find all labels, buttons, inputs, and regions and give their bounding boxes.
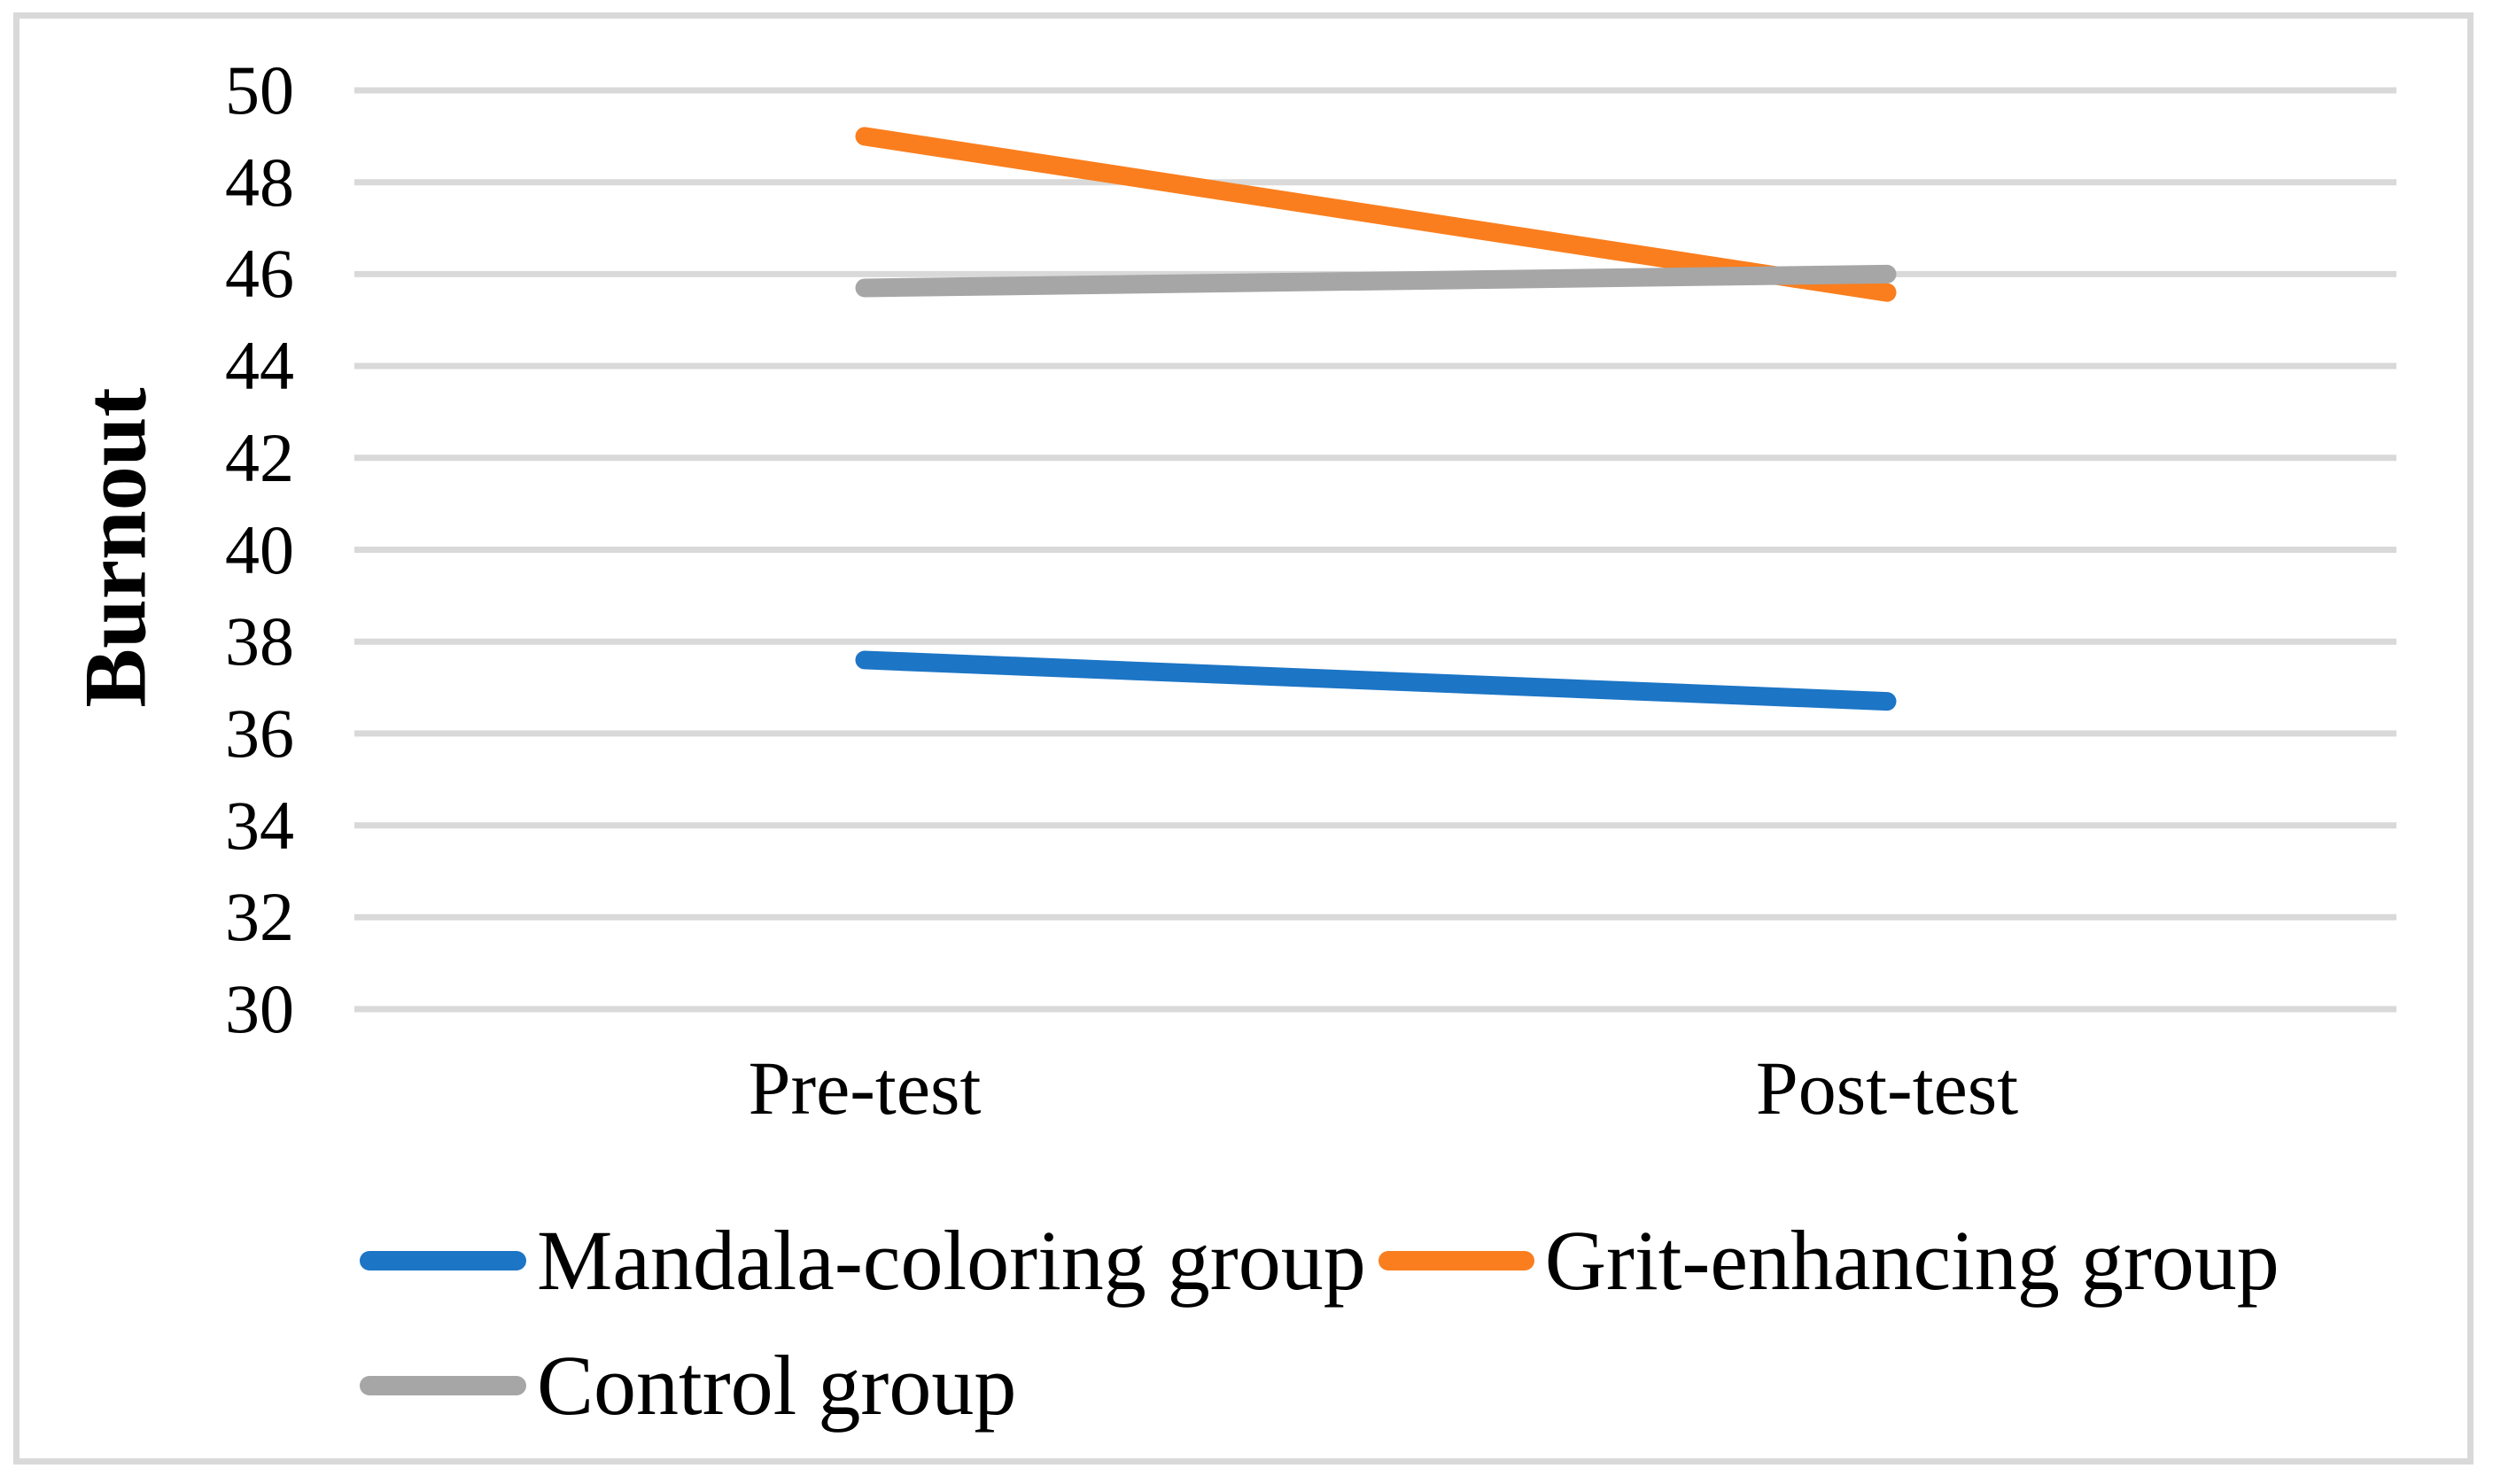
chart-border xyxy=(13,12,2474,1465)
legend-label-control: Control group xyxy=(537,1337,1017,1433)
y-tick-label-46: 46 xyxy=(225,235,294,313)
series-line-0 xyxy=(855,650,1897,711)
y-tick-label-30: 30 xyxy=(225,970,294,1047)
y-tick-label-34: 34 xyxy=(225,786,294,864)
y-tick-label-50: 50 xyxy=(225,51,294,128)
legend: Mandala-coloring group Grit-enhancing gr… xyxy=(360,1198,2279,1448)
y-tick-label-40: 40 xyxy=(225,510,294,588)
legend-swatch-mandala xyxy=(360,1250,526,1270)
legend-label-grit: Grit-enhancing group xyxy=(1544,1212,2279,1308)
series-line-1 xyxy=(855,127,1897,302)
y-tick-label-44: 44 xyxy=(225,327,294,405)
x-axis-label-posttest: Post-test xyxy=(1755,1045,2019,1130)
y-tick-label-42: 42 xyxy=(225,418,294,496)
legend-swatch-control xyxy=(360,1375,526,1395)
x-axis-label-pretest: Pre-test xyxy=(748,1045,982,1130)
legend-row-2: Control group xyxy=(360,1323,2220,1448)
legend-label-mandala: Mandala-coloring group xyxy=(537,1212,1366,1308)
y-tick-label-36: 36 xyxy=(225,694,294,772)
y-tick-label-32: 32 xyxy=(225,878,294,956)
y-tick-label-48: 48 xyxy=(225,143,294,221)
series-line-2 xyxy=(855,264,1897,298)
legend-swatch-grit xyxy=(1378,1250,1534,1270)
legend-row-1: Mandala-coloring group Grit-enhancing gr… xyxy=(360,1198,2279,1323)
y-tick-label-38: 38 xyxy=(225,602,294,680)
